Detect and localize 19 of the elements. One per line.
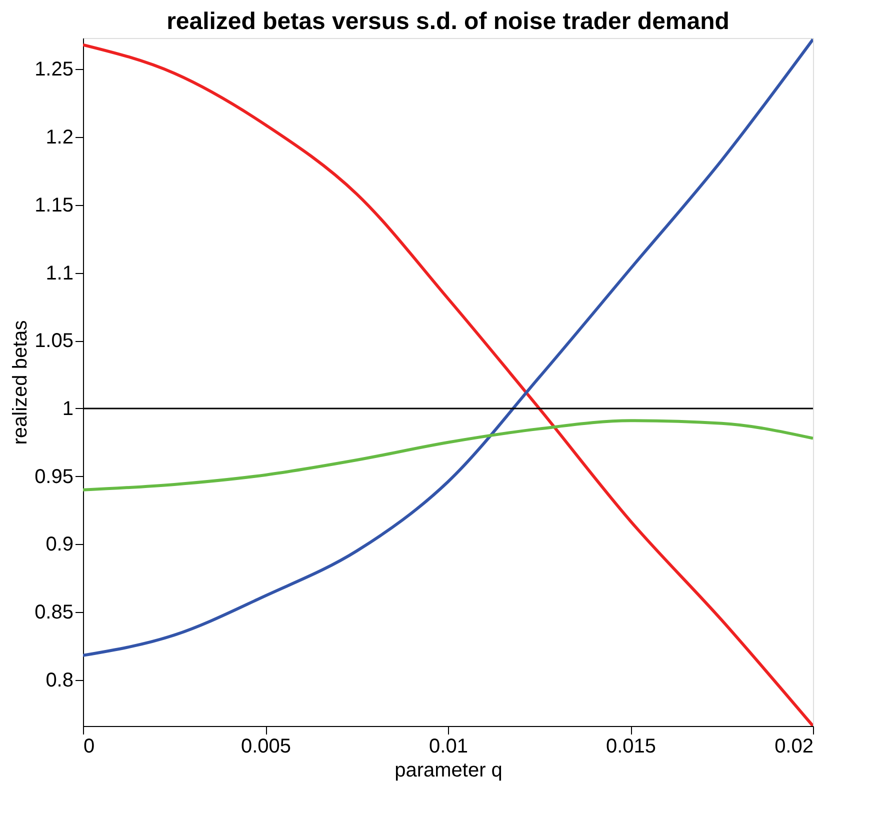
y-tick-label: 0.95 <box>34 466 74 488</box>
x-tick-label: 0.02 <box>774 736 814 758</box>
x-tick-label: 0.01 <box>429 736 468 758</box>
x-tick-label: 0.005 <box>240 736 292 758</box>
y-tick-label: 1 <box>62 398 74 420</box>
x-axis-title: parameter q <box>394 760 502 782</box>
x-tick-label: 0.015 <box>606 736 656 758</box>
y-tick-label: 1.1 <box>46 262 74 284</box>
y-tick-label: 0.8 <box>46 669 74 692</box>
y-tick-label: 1.2 <box>46 126 74 149</box>
y-axis-title: realized betas <box>10 320 32 445</box>
y-tick-label: 0.9 <box>46 534 74 556</box>
line-series <box>83 419 813 492</box>
y-tick-label: 0.85 <box>34 602 74 624</box>
y-tick-label: 1.15 <box>34 194 74 216</box>
chart-title: realized betas versus s.d. of noise trader demand <box>166 8 730 35</box>
x-tick-label: 0 <box>84 736 95 758</box>
y-tick-label: 1.25 <box>34 58 74 81</box>
y-tick-label: 1.05 <box>34 330 74 352</box>
